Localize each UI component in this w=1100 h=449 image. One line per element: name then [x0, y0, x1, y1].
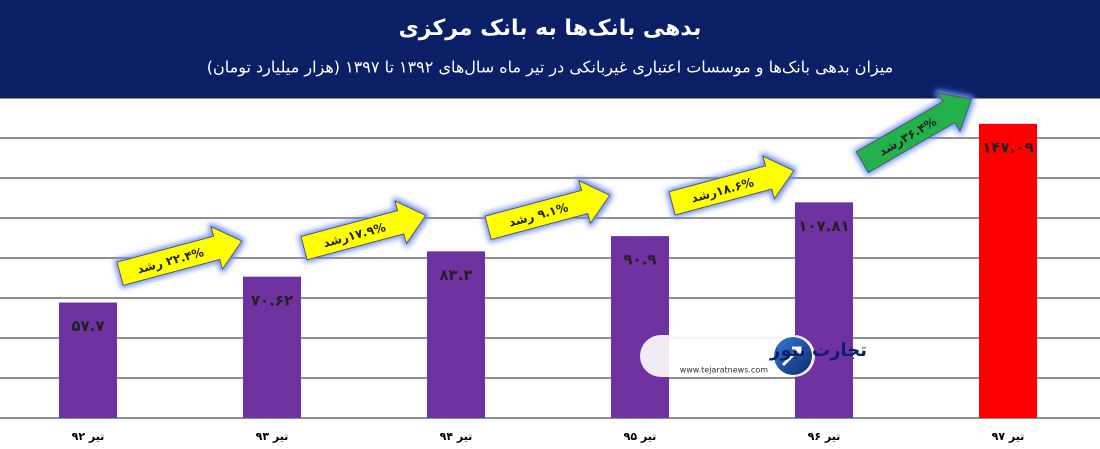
- arrow-shape: [484, 179, 611, 241]
- value-label: ۱۴۷.۰۹: [982, 138, 1033, 156]
- x-tick-label: تیر ۹۶: [808, 430, 841, 443]
- arrow-shape: [855, 92, 973, 174]
- bar: [59, 302, 117, 418]
- arrow-shape: [116, 225, 243, 286]
- bar: [979, 123, 1037, 418]
- value-label: ۵۷.۷: [71, 317, 104, 335]
- x-tick-label: تیر ۹۳: [256, 430, 289, 443]
- watermark-url: www.tejaratnews.com: [680, 366, 768, 375]
- value-label: ۱۰۷.۸۱: [798, 217, 849, 235]
- x-tick-label: تیر ۹۵: [624, 430, 657, 443]
- growth-arrow: ۱۸.۶%رشد: [668, 155, 795, 216]
- arrow-shape: [668, 155, 795, 216]
- arrow-shape: [300, 200, 427, 261]
- bar: [243, 276, 301, 418]
- bar: [427, 251, 485, 418]
- growth-arrow: ۹.۱% رشد: [484, 179, 611, 241]
- header-band: [0, 0, 1100, 98]
- plot-area: تیر ۹۲ ۵۷.۷ تیر ۹۳ ۷۰.۶۲ تیر ۹۴ ۸۳.۳ تیر ۹۵ ۹۰.…: [0, 92, 1100, 443]
- chart-subtitle: میزان بدهی بانک‌ها و موسسات اعتباری غیرب…: [207, 58, 893, 78]
- watermark-bg: [640, 335, 815, 377]
- x-tick-label: تیر ۹۷: [992, 430, 1025, 443]
- x-tick-label: تیر ۹۴: [440, 430, 473, 443]
- growth-arrow: ۲۲.۴% رشد: [116, 225, 243, 286]
- bar: [611, 236, 669, 418]
- x-tick-label: تیر ۹۲: [72, 430, 105, 443]
- value-label: ۸۳.۳: [439, 266, 472, 284]
- watermark-title: تجارت نیوز: [769, 340, 867, 361]
- watermark-icon-arrow: [781, 346, 802, 367]
- value-label: ۷۰.۶۲: [251, 291, 293, 309]
- chart-title: بدهی بانک‌ها به بانک مرکزی: [399, 16, 702, 41]
- value-label: ۹۰.۹: [623, 251, 656, 269]
- watermark: تجارت نیوز www.tejaratnews.com: [640, 335, 867, 377]
- growth-arrow: ۱۷.۹%رشد: [300, 200, 427, 261]
- bar: [795, 202, 853, 418]
